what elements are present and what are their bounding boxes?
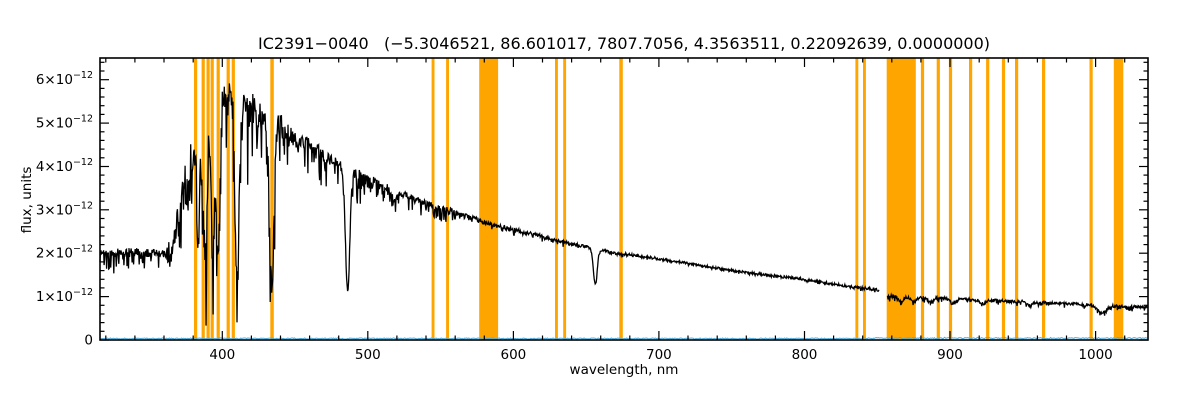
masked-band <box>563 58 567 340</box>
x-tick-label: 400 <box>209 347 235 363</box>
y-tick-label: 6×10−12 <box>36 70 93 88</box>
y-axis-label: flux, units <box>19 166 35 234</box>
masked-band <box>1113 58 1124 340</box>
masked-band <box>431 58 435 340</box>
axis-ticks <box>100 58 1148 341</box>
masked-band <box>270 58 274 340</box>
masked-band <box>886 58 916 340</box>
x-tick-label: 800 <box>792 347 818 363</box>
masked-band <box>216 58 220 340</box>
masked-band <box>555 58 558 340</box>
x-tick-label: 500 <box>355 347 381 363</box>
x-tick-label: 900 <box>937 347 963 363</box>
masked-band <box>948 58 953 340</box>
masked-band <box>969 58 973 340</box>
x-tick-label: 1000 <box>1078 347 1112 363</box>
masked-band <box>1015 58 1019 340</box>
y-tick-label: 0 <box>84 333 93 349</box>
masked-band <box>1089 58 1093 340</box>
masked-band <box>446 58 449 340</box>
plot-title: IC2391−0040 (−5.3046521, 86.601017, 7807… <box>257 34 991 53</box>
masked-band <box>201 58 205 340</box>
masked-band <box>920 58 925 340</box>
masked-band <box>226 58 230 340</box>
x-tick-label: 600 <box>501 347 527 363</box>
masked-band <box>863 58 866 340</box>
y-tick-label: 3×10−12 <box>36 200 93 218</box>
y-tick-label: 1×10−12 <box>36 287 93 305</box>
masked-band <box>936 58 940 340</box>
masked-band <box>231 58 235 340</box>
x-axis-label: wavelength, nm <box>569 362 679 378</box>
masked-band <box>479 58 499 340</box>
masked-band <box>855 58 859 340</box>
masked-bands <box>194 58 1124 340</box>
masked-band <box>986 58 990 340</box>
masked-band <box>210 58 214 340</box>
y-tick-label: 4×10−12 <box>36 157 93 175</box>
tick-labels: 400 500 600 700 800 900 1000 0 1×10−12 2×10−12 3×1… <box>36 70 1113 363</box>
masked-band <box>1001 58 1006 340</box>
y-tick-label: 2×10−12 <box>36 244 93 262</box>
y-tick-label: 5×10−12 <box>36 114 93 132</box>
spectrum-line <box>99 83 1149 326</box>
plot-border <box>99 57 1149 341</box>
masked-band <box>1042 58 1046 340</box>
masked-band <box>194 58 198 340</box>
masked-band <box>619 58 623 340</box>
x-tick-label: 700 <box>646 347 672 363</box>
error-spectrum-line <box>99 336 1148 340</box>
